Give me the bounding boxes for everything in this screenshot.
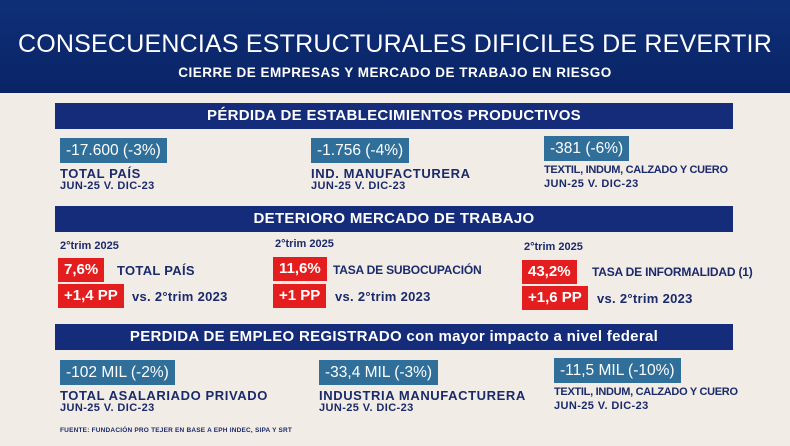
s2-compare-subocup: vs. 2°trim 2023 — [335, 289, 431, 304]
page-subtitle: CIERRE DE EMPRESAS Y MERCADO DE TRABAJO … — [178, 65, 612, 80]
s3-label-textil: TEXTIL, INDUM, CALZADO Y CUERO — [554, 386, 738, 398]
s2-value-total: 7,6% — [58, 258, 105, 282]
s2-compare-inform: vs. 2°trim 2023 — [597, 291, 693, 306]
s2-label-total: TOTAL PAÍS — [117, 263, 195, 278]
s3-label-manuf: INDUSTRIA MANUFACTURERA — [319, 388, 526, 403]
header: CONSECUENCIAS ESTRUCTURALES DIFICILES DE… — [0, 0, 790, 93]
page-title: CONSECUENCIAS ESTRUCTURALES DIFICILES DE… — [18, 30, 772, 58]
s3-value-manuf: -33,4 MIL (-3%) — [319, 360, 439, 385]
s3-period-total: JUN-25 V. DIC-23 — [60, 402, 155, 414]
s3-value-textil: -11,5 MIL (-10%) — [554, 358, 681, 383]
section1-title: PÉRDIDA DE ESTABLECIMIENTOS PRODUCTIVOS — [55, 103, 733, 129]
s1-label-manuf: IND. MANUFACTURERA — [311, 166, 471, 181]
s2-change-inform: +1,6 PP — [522, 286, 588, 310]
section3-title: PERDIDA DE EMPLEO REGISTRADO con mayor i… — [55, 324, 733, 350]
s1-value-total: -17.600 (-3%) — [60, 138, 167, 163]
s1-value-manuf: -1.756 (-4%) — [311, 138, 410, 163]
s1-period-textil: JUN-25 V. DIC-23 — [544, 178, 639, 190]
s1-label-total: TOTAL PAÍS — [60, 166, 141, 181]
s2-value-inform: 43,2% — [522, 260, 577, 284]
s3-period-manuf: JUN-25 V. DIC-23 — [319, 402, 414, 414]
s3-period-textil: JUN-25 V. DIC-23 — [554, 400, 649, 412]
s2-change-subocup: +1 PP — [273, 284, 327, 308]
s1-value-textil: -381 (-6%) — [544, 136, 630, 161]
s3-value-total: -102 MIL (-2%) — [60, 360, 175, 385]
s2-period-subocup: 2°trim 2025 — [275, 238, 334, 250]
s1-label-textil: TEXTIL, INDUM, CALZADO Y CUERO — [544, 164, 728, 176]
s2-period-inform: 2°trim 2025 — [524, 241, 583, 253]
s3-label-total: TOTAL ASALARIADO PRIVADO — [60, 388, 268, 403]
s2-label-inform: TASA DE INFORMALIDAD (1) — [592, 265, 753, 279]
s2-period-total: 2°trim 2025 — [60, 240, 119, 252]
section2-title: DETERIORO MERCADO DE TRABAJO — [55, 206, 733, 232]
s1-period-manuf: JUN-25 V. DIC-23 — [311, 180, 406, 192]
s2-label-subocup: TASA DE SUBOCUPACIÓN — [333, 263, 482, 277]
s2-compare-total: vs. 2°trim 2023 — [132, 289, 228, 304]
s1-period-total: JUN-25 V. DIC-23 — [60, 180, 155, 192]
s2-change-total: +1,4 PP — [58, 284, 124, 308]
s2-value-subocup: 11,6% — [273, 257, 327, 281]
source-note: FUENTE: FUNDACIÓN PRO TEJER EN BASE A EP… — [60, 427, 293, 434]
